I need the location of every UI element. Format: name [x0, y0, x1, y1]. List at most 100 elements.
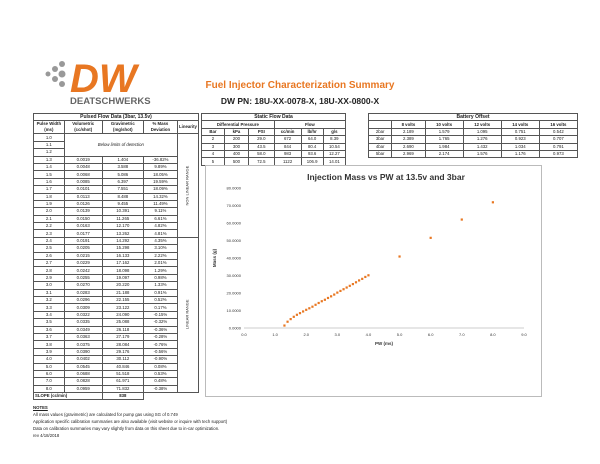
gravimetric: 12.170	[101, 222, 144, 231]
pulse-width: 1.3	[33, 155, 65, 164]
pulse-width: 1.9	[33, 199, 65, 209]
table-row: 3.6 0.0349 26.118 -0.36%	[33, 325, 199, 334]
table-row: 3.3 0.0309 23.122 0.17%	[33, 303, 199, 312]
mass-deviation: 4.82%	[142, 222, 178, 231]
mass-deviation: 0.17%	[142, 303, 178, 312]
y-tick-label: 40.0000	[227, 256, 242, 261]
volumetric: 0.0335	[63, 318, 103, 327]
mass-deviation: -0.56%	[142, 347, 178, 357]
nonlinear-range-label: NON LINEAR RANGE	[177, 133, 199, 238]
data-point	[323, 298, 326, 301]
gravimetric: 10.391	[101, 207, 144, 216]
data-point	[491, 201, 494, 204]
mass-deviation: 0.98%	[142, 273, 178, 283]
pulse-width: 1.7	[33, 185, 65, 194]
flow-group: Flow	[273, 120, 347, 129]
table-cell: 1.432	[462, 142, 502, 151]
pulse-width: 3.0	[33, 281, 65, 290]
table-cell: 2.174	[424, 149, 464, 159]
chart-title: Injection Mass vs PW at 13.5v and 3bar	[307, 172, 465, 182]
volumetric: 0.0019	[63, 155, 103, 164]
gravimetric: 61.971	[101, 377, 144, 386]
data-point	[351, 282, 354, 286]
pulse-width: 1.6	[33, 177, 65, 187]
table-cell: 8.39	[322, 135, 347, 144]
gravimetric: 3.588	[101, 162, 144, 172]
y-tick-label: 20.0000	[227, 291, 242, 296]
table-row: 3.4 0.0322 24.090 -0.15%	[33, 310, 199, 320]
mass-deviation: 2.22%	[142, 251, 178, 261]
table-row: 3bar 2.389 1.765 1.276 0.923 0.707	[367, 135, 579, 144]
table-cell: 5bar	[367, 149, 393, 159]
mass-deviation: -0.32%	[142, 318, 178, 327]
table-cell: 0.791	[538, 142, 579, 151]
table-cell: 64.0	[300, 135, 324, 144]
table-row: 1.0 Below limits of detection NON LINEAR R…	[33, 133, 199, 238]
pressure-group: Differential Pressure	[201, 120, 275, 129]
column-header: Bar	[201, 127, 225, 137]
pulse-width: 3.4	[33, 310, 65, 320]
table-cell: 0.973	[538, 149, 579, 159]
data-point	[364, 275, 367, 279]
table-row: 5 500 72.5 1122 106.9 14.01	[201, 157, 347, 166]
pulse-width: 1.4	[33, 162, 65, 172]
table-cell: 2.690	[391, 142, 426, 151]
volumetric: 0.0270	[63, 281, 103, 290]
volumetric: 0.0283	[63, 288, 103, 298]
table-cell: 500	[223, 157, 249, 166]
table-cell: 844	[273, 142, 302, 151]
table-row: 1.6 0.0085 6.397 19.59%	[33, 177, 199, 187]
volumetric: 0.0688	[63, 369, 103, 379]
table-cell: 0.751	[500, 127, 540, 137]
table-cell: 0.923	[500, 135, 540, 144]
table-cell: 58.0	[247, 149, 275, 159]
data-point	[308, 307, 311, 310]
table-row: 2.1 0.0150 11.265 6.61%	[33, 214, 199, 224]
volumetric: 0.0126	[63, 199, 103, 209]
note-line: Data on calibration summaries may vary s…	[33, 426, 220, 431]
x-tick-label: 1.0	[272, 332, 278, 337]
data-point	[311, 305, 314, 308]
table-row: 2.9 0.0255 19.097 0.98%	[33, 273, 199, 283]
gravimetric: 15.298	[101, 244, 144, 253]
table-cell: 0.542	[538, 127, 579, 137]
volumetric: 0.0296	[63, 295, 103, 305]
table-row: 1.9 0.0126 9.455 11.49%	[33, 199, 199, 209]
table-row: 1.8 0.0113 8.488 14.32%	[33, 192, 199, 201]
pulse-width: 3.9	[33, 347, 65, 357]
gravimetric: 25.088	[101, 318, 144, 327]
column-header: Pulse Width (ms)	[33, 120, 65, 135]
gravimetric: 17.162	[101, 259, 144, 268]
data-point	[358, 279, 361, 282]
mass-deviation: -0.28%	[142, 332, 178, 342]
column-header: 16 volts	[538, 120, 579, 129]
table-row: 7.0 0.0828 61.971 0.48%	[33, 377, 199, 386]
battery-offset-table: Battery Offset 8 volts 10 volts 12 volts 14…	[367, 112, 579, 159]
volumetric: 0.0375	[63, 340, 103, 349]
table-cell: 2.389	[391, 135, 426, 144]
volumetric: 0.0242	[63, 266, 103, 275]
pulse-width: 2.0	[33, 207, 65, 216]
mass-deviation: 0.08%	[142, 362, 178, 371]
table-cell: 200	[223, 135, 249, 144]
mass-deviation: 1.33%	[142, 281, 178, 290]
table-row: 2.2 0.0163 12.170 4.82%	[33, 222, 199, 231]
y-tick-label: 10.0000	[227, 308, 242, 313]
data-point	[361, 277, 364, 280]
y-tick-label: 60.0000	[227, 221, 242, 226]
pulse-width: 2.1	[33, 214, 65, 224]
pulse-width: 2.9	[33, 273, 65, 283]
slope-label: SLOPE (cc/min)	[33, 392, 103, 401]
gravimetric: 1.404	[101, 155, 144, 164]
table-row: 3.9 0.0390 29.176 -0.56%	[33, 347, 199, 357]
column-header: 14 volts	[500, 120, 540, 129]
gravimetric: 20.220	[101, 281, 144, 290]
table-row: 3.1 0.0283 21.188 0.91%	[33, 288, 199, 298]
volumetric: 0.0113	[63, 192, 103, 201]
gravimetric: 28.084	[101, 340, 144, 349]
table-cell: 80.4	[300, 142, 324, 151]
data-point	[320, 300, 323, 303]
table-cell: 1.095	[462, 127, 502, 137]
note-line: All mass values (gravimetric) are calcul…	[33, 412, 178, 417]
table-cell: 12.27	[322, 149, 347, 159]
